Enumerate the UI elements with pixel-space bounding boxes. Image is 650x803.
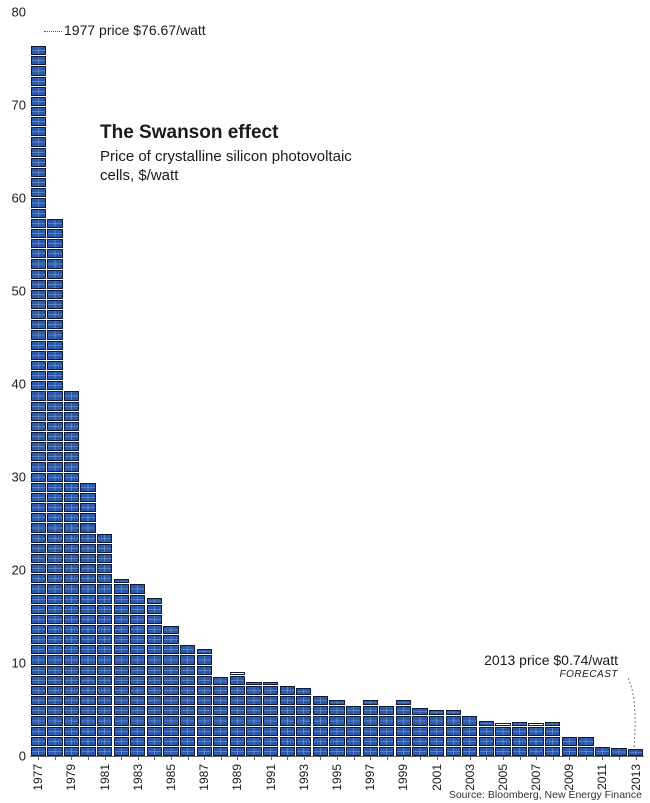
bar bbox=[30, 12, 47, 756]
callout-2013-sub: FORECAST bbox=[484, 669, 618, 680]
x-tick-slot: 1993 bbox=[296, 760, 313, 800]
bar bbox=[511, 12, 528, 756]
x-tick-label: 1985 bbox=[164, 764, 178, 791]
y-tick-label: 40 bbox=[0, 377, 26, 392]
x-tick-label: 1983 bbox=[131, 764, 145, 791]
x-tick-label: 2005 bbox=[496, 764, 510, 791]
title-block: The Swanson effect Price of crystalline … bbox=[100, 122, 360, 186]
bar bbox=[47, 12, 64, 756]
y-tick-label: 60 bbox=[0, 191, 26, 206]
x-tick-label: 1993 bbox=[297, 764, 311, 791]
x-tick-slot: 1989 bbox=[229, 760, 246, 800]
y-tick-label: 50 bbox=[0, 284, 26, 299]
y-tick-label: 80 bbox=[0, 5, 26, 20]
x-tick-slot bbox=[179, 760, 196, 800]
x-tick-label: 2003 bbox=[463, 764, 477, 791]
x-tick-slot: 1991 bbox=[262, 760, 279, 800]
bar bbox=[428, 12, 445, 756]
x-tick-slot: 1977 bbox=[30, 760, 47, 800]
x-tick-slot bbox=[47, 760, 64, 800]
x-tick-slot bbox=[345, 760, 362, 800]
y-tick-label: 20 bbox=[0, 563, 26, 578]
x-tick-slot bbox=[80, 760, 97, 800]
x-tick-slot bbox=[378, 760, 395, 800]
bar bbox=[528, 12, 545, 756]
x-tick-label: 1999 bbox=[396, 764, 410, 791]
bar bbox=[627, 12, 644, 756]
x-tick-slot: 2001 bbox=[428, 760, 445, 800]
x-tick-label: 1997 bbox=[363, 764, 377, 791]
callout-1977: 1977 price $76.67/watt bbox=[64, 22, 206, 38]
chart-title: The Swanson effect bbox=[100, 122, 360, 144]
chart-subtitle: Price of crystalline silicon photovoltai… bbox=[100, 148, 360, 186]
plot-area bbox=[30, 0, 644, 757]
x-tick-label: 1989 bbox=[230, 764, 244, 791]
bar bbox=[378, 12, 395, 756]
y-tick-label: 30 bbox=[0, 470, 26, 485]
x-tick-slot: 1983 bbox=[130, 760, 147, 800]
leader-2013 bbox=[616, 678, 644, 752]
bar bbox=[561, 12, 578, 756]
bar bbox=[395, 12, 412, 756]
x-tick-slot: 1985 bbox=[163, 760, 180, 800]
bar bbox=[63, 12, 80, 756]
callout-2013: 2013 price $0.74/watt FORECAST bbox=[484, 652, 618, 680]
bar bbox=[495, 12, 512, 756]
x-tick-label: 1979 bbox=[64, 764, 78, 791]
bar bbox=[412, 12, 429, 756]
x-tick-slot bbox=[213, 760, 230, 800]
x-tick-label: 1995 bbox=[330, 764, 344, 791]
bar bbox=[594, 12, 611, 756]
x-tick-slot bbox=[146, 760, 163, 800]
bar bbox=[362, 12, 379, 756]
y-tick-label: 70 bbox=[0, 98, 26, 113]
bar bbox=[461, 12, 478, 756]
x-tick-label: 2009 bbox=[562, 764, 576, 791]
x-tick-slot bbox=[113, 760, 130, 800]
x-tick-slot: 1999 bbox=[395, 760, 412, 800]
bar bbox=[611, 12, 628, 756]
source-line: Source: Bloomberg, New Energy Finance bbox=[449, 789, 642, 801]
x-tick-slot bbox=[246, 760, 263, 800]
bar bbox=[445, 12, 462, 756]
x-tick-label: 1977 bbox=[31, 764, 45, 791]
x-tick-slot bbox=[312, 760, 329, 800]
x-tick-label: 1987 bbox=[197, 764, 211, 791]
x-tick-label: 2013 bbox=[629, 764, 643, 791]
callout-2013-main: 2013 price $0.74/watt bbox=[484, 652, 618, 668]
x-tick-label: 1991 bbox=[264, 764, 278, 791]
x-tick-slot: 1995 bbox=[329, 760, 346, 800]
x-tick-label: 1981 bbox=[98, 764, 112, 791]
leader-1977 bbox=[44, 30, 62, 32]
chart-stage: 0 10 20 30 40 50 60 70 80 1977 1979 1981 1983 1985 19… bbox=[0, 0, 650, 803]
bar bbox=[478, 12, 495, 756]
x-tick-slot: 1981 bbox=[96, 760, 113, 800]
y-tick-label: 0 bbox=[0, 749, 26, 764]
y-tick-label: 10 bbox=[0, 656, 26, 671]
bar bbox=[544, 12, 561, 756]
bar bbox=[578, 12, 595, 756]
x-tick-label: 2001 bbox=[430, 764, 444, 791]
x-tick-slot bbox=[279, 760, 296, 800]
x-tick-slot: 1997 bbox=[362, 760, 379, 800]
x-tick-label: 2007 bbox=[529, 764, 543, 791]
x-tick-slot: 1979 bbox=[63, 760, 80, 800]
x-tick-label: 2011 bbox=[595, 764, 609, 790]
x-tick-slot: 1987 bbox=[196, 760, 213, 800]
bar bbox=[80, 12, 97, 756]
x-tick-slot bbox=[412, 760, 429, 800]
